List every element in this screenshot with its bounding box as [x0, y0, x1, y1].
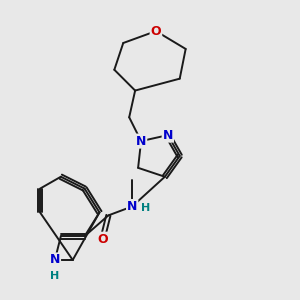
Text: N: N: [50, 254, 60, 266]
Text: O: O: [151, 25, 161, 38]
Text: N: N: [163, 129, 173, 142]
Text: N: N: [127, 200, 137, 213]
Text: H: H: [141, 203, 150, 213]
Text: O: O: [97, 233, 108, 246]
Text: H: H: [50, 271, 59, 281]
Text: N: N: [136, 135, 146, 148]
